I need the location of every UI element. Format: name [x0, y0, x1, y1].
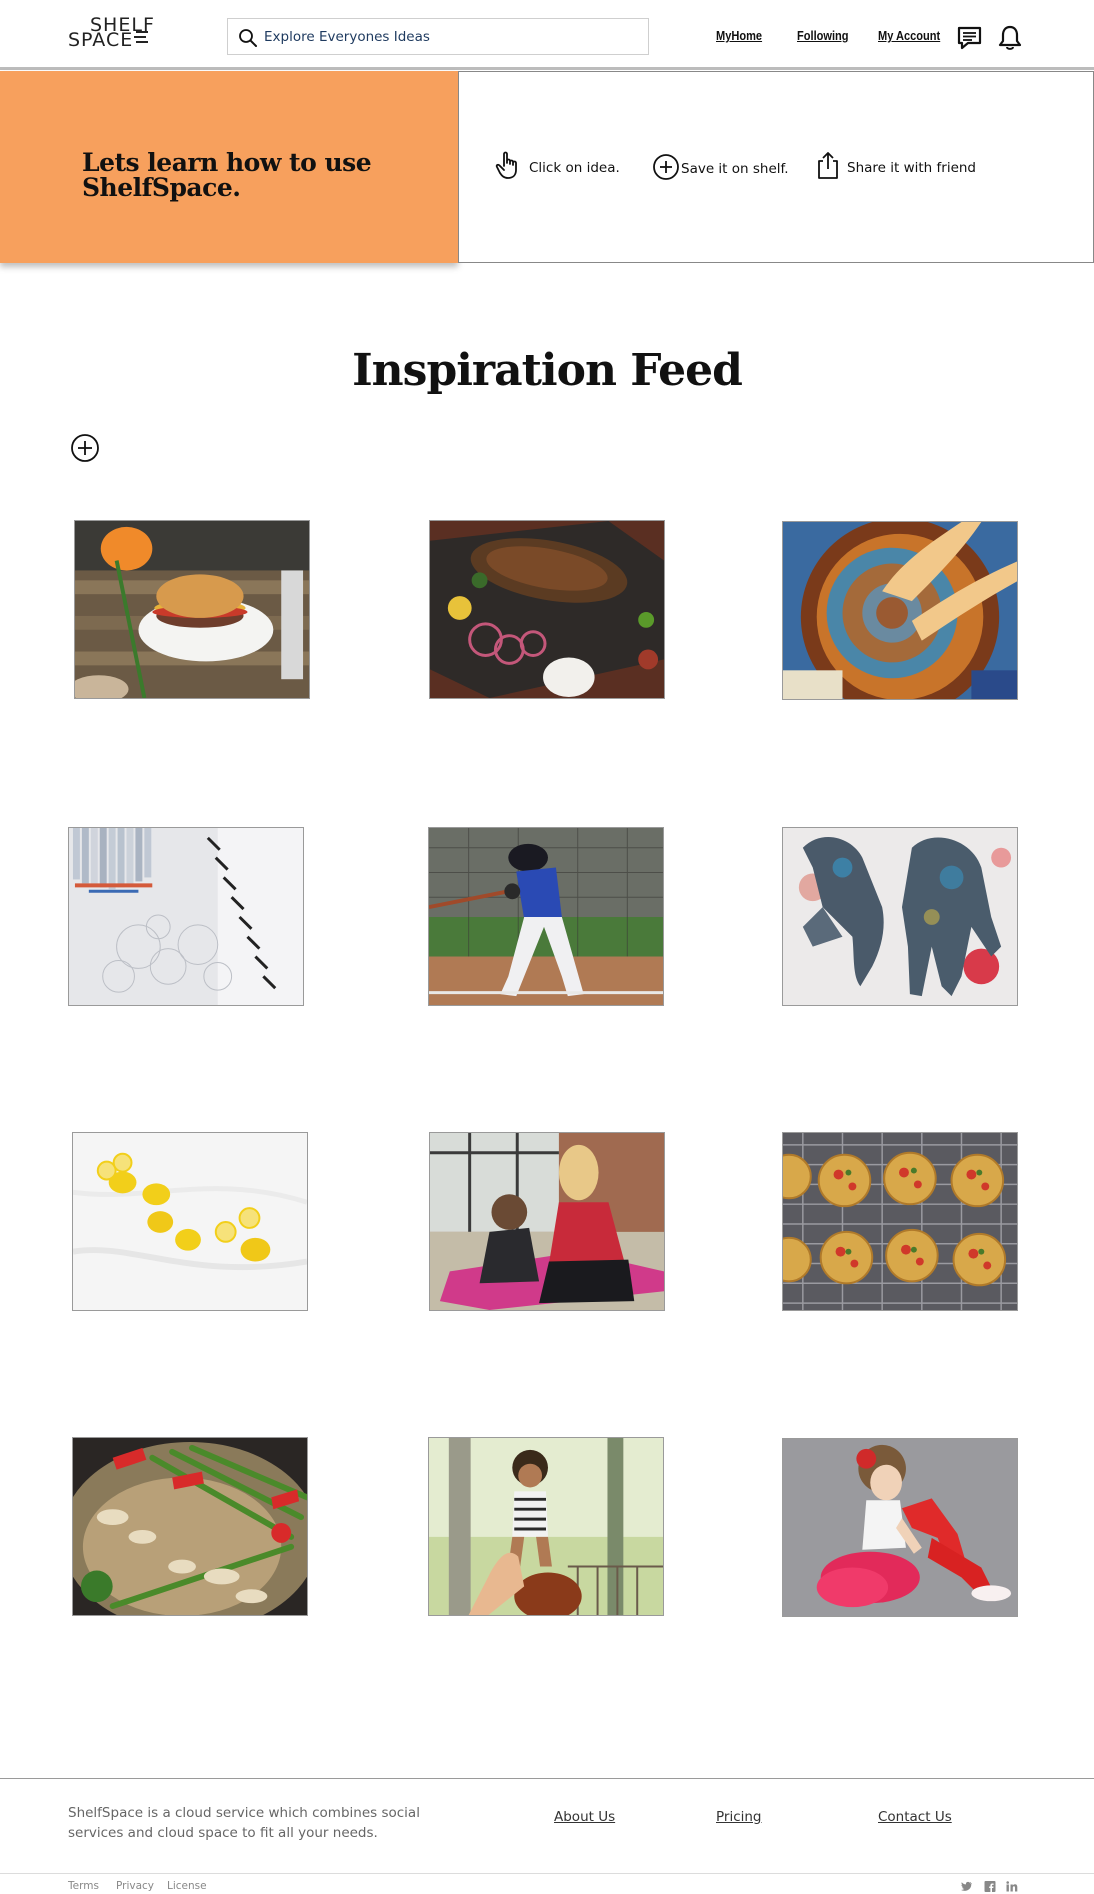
- idea-card-ballerina[interactable]: [782, 1438, 1018, 1617]
- idea-card-burger[interactable]: [74, 520, 310, 699]
- idea-card-stir-fry[interactable]: [72, 1437, 308, 1616]
- idea-card-baseball[interactable]: [428, 827, 664, 1006]
- tutorial-steps-panel: [458, 71, 1094, 263]
- lemons-photo: [73, 1133, 307, 1310]
- legal-license-link[interactable]: License: [167, 1880, 207, 1892]
- idea-card-grilled-meat[interactable]: [429, 520, 665, 699]
- legal-privacy-link[interactable]: Privacy: [116, 1880, 155, 1892]
- nav-my-account[interactable]: My Account: [878, 28, 941, 43]
- share-icon: [818, 152, 838, 179]
- grilled-meat-photo: [430, 521, 664, 698]
- step-share-label: Share it with friend: [847, 160, 977, 176]
- plus-circle-icon: [653, 154, 679, 180]
- nav-following[interactable]: Following: [797, 28, 849, 43]
- baseball-photo: [429, 828, 663, 1005]
- idea-card-yoga[interactable]: [429, 1132, 665, 1311]
- footer-divider: [0, 1778, 1094, 1779]
- mother-child-photo: [429, 1438, 663, 1615]
- painted-hands-photo: [783, 828, 1017, 1005]
- legal-terms-link[interactable]: Terms: [68, 1880, 99, 1892]
- footer-description: ShelfSpace is a cloud service which comb…: [68, 1805, 420, 1841]
- search-input[interactable]: [264, 19, 644, 54]
- facebook-icon[interactable]: [984, 1881, 996, 1892]
- idea-card-lemons[interactable]: [72, 1132, 308, 1311]
- add-idea-plus-circle-icon[interactable]: [70, 433, 100, 463]
- tutorial-banner-left: [0, 71, 458, 263]
- top-header: SHELF SPACE MyHome Following My Account: [0, 0, 1094, 70]
- footer-link-about-us[interactable]: About Us: [554, 1809, 616, 1825]
- idea-card-mother-child[interactable]: [428, 1437, 664, 1616]
- stir-fry-photo: [73, 1438, 307, 1615]
- logo-top-text: SHELF: [90, 14, 155, 36]
- twitter-icon[interactable]: [961, 1881, 973, 1892]
- idea-card-pencils[interactable]: [68, 827, 304, 1006]
- idea-card-mini-pizzas[interactable]: [782, 1132, 1018, 1311]
- shelfspace-logo[interactable]: SHELF SPACE: [68, 16, 160, 50]
- footer-link-pricing[interactable]: Pricing: [716, 1809, 762, 1825]
- linkedin-icon[interactable]: [1006, 1881, 1018, 1892]
- bell-icon[interactable]: [996, 24, 1024, 52]
- mini-pizzas-photo: [783, 1133, 1017, 1310]
- burger-photo: [75, 521, 309, 698]
- idea-card-painted-hands[interactable]: [782, 827, 1018, 1006]
- step-save-label: Save it on shelf.: [681, 161, 789, 177]
- feed-title: Inspiration Feed: [352, 345, 743, 396]
- nav-myhome[interactable]: MyHome: [716, 28, 763, 43]
- idea-card-pottery[interactable]: [782, 521, 1018, 700]
- yoga-photo: [430, 1133, 664, 1310]
- chat-icon[interactable]: [956, 24, 984, 52]
- search-icon: [239, 29, 257, 47]
- footer-bottom-divider: [0, 1873, 1094, 1874]
- pointer-hand-icon: [495, 151, 517, 179]
- tutorial-title: Lets learn how to use ShelfSpace.: [82, 148, 372, 202]
- pottery-photo: [783, 522, 1017, 699]
- step-click-label: Click on idea.: [529, 160, 620, 176]
- ballerina-photo: [783, 1439, 1017, 1616]
- search-box: [227, 18, 649, 55]
- logo-bottom-text: SPACE: [68, 29, 134, 51]
- pencils-photo: [69, 828, 303, 1005]
- footer-link-contact-us[interactable]: Contact Us: [878, 1809, 952, 1825]
